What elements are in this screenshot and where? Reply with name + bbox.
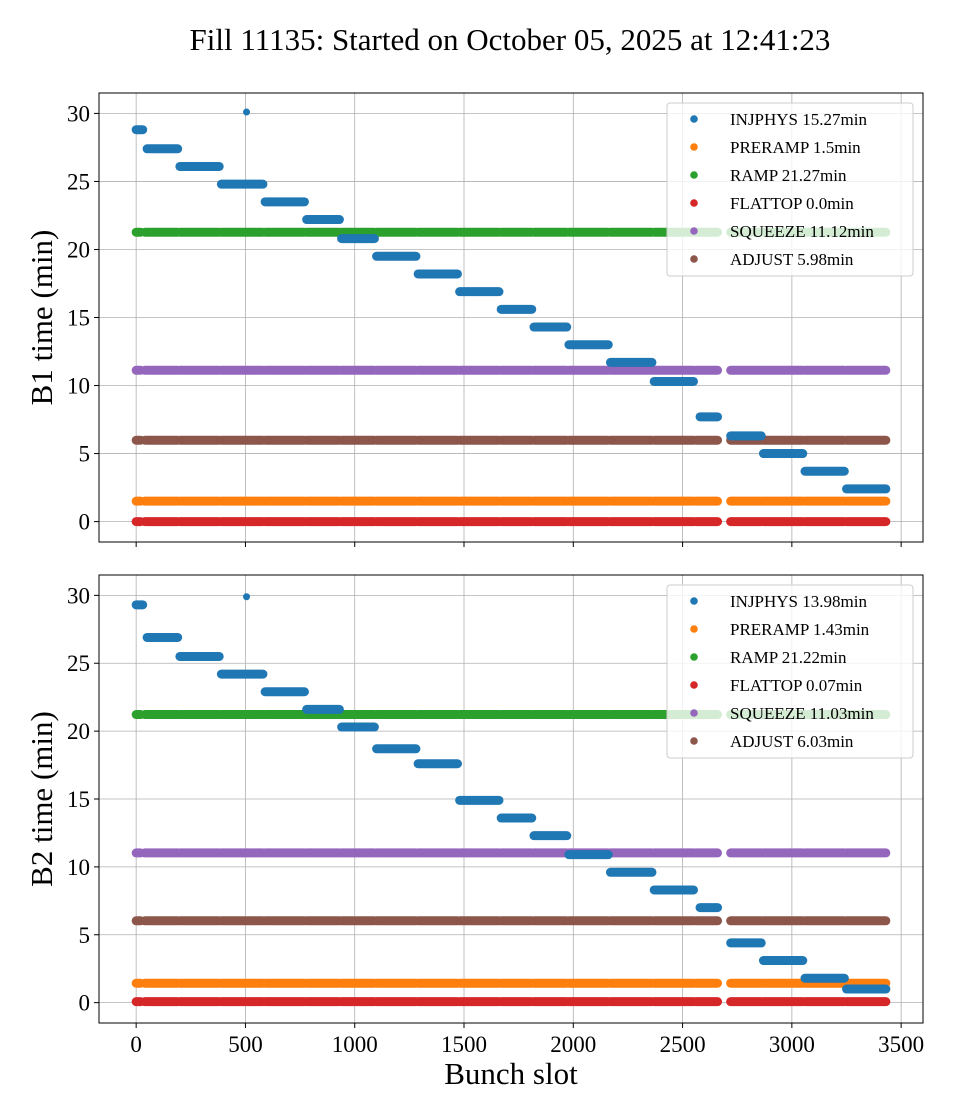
y-tick-label: 0 [79, 510, 91, 535]
x-tick-label: 3500 [878, 1032, 924, 1057]
legend-label: ADJUST 5.98min [730, 250, 854, 269]
panel-b2: 0 500 1000 1500 2000 2500 3000 3500 0 5 10 15 20 25 30… [24, 574, 924, 1057]
legend-marker [690, 255, 698, 263]
x-axis-label: Bunch slot [444, 1056, 578, 1091]
panel-b1: 0 5 10 15 20 25 30 B1 time (min) INJPHYS 15.27mi… [24, 92, 924, 547]
x-tick-label: 2000 [550, 1032, 596, 1057]
y-tick-label: 15 [67, 306, 90, 331]
legend-marker [690, 625, 698, 633]
legend-label: INJPHYS 13.98min [730, 592, 867, 611]
legend-marker [690, 227, 698, 235]
legend-label: RAMP 21.27min [730, 166, 847, 185]
figure-title: Fill 11135: Started on October 05, 2025 … [189, 22, 831, 57]
legend-marker [690, 653, 698, 661]
series-injphys-point [243, 108, 251, 116]
y-tick-label: 30 [67, 583, 90, 608]
legend-label: PRERAMP 1.5min [730, 138, 861, 157]
y-tick-label: 25 [67, 169, 90, 194]
legend-label: FLATTOP 0.07min [730, 676, 863, 695]
y-tick-label: 20 [67, 719, 90, 744]
y-tick-label: 10 [67, 374, 90, 399]
y-tick-label: 20 [67, 237, 90, 262]
legend-label: ADJUST 6.03min [730, 732, 854, 751]
y-tick-label: 25 [67, 651, 90, 676]
x-tick-label: 1000 [332, 1032, 378, 1057]
legend-box [666, 584, 914, 759]
y-axis-label: B1 time (min) [24, 230, 59, 406]
legend-label: RAMP 21.22min [730, 648, 847, 667]
y-tick-label: 10 [67, 855, 90, 880]
legend-label: PRERAMP 1.43min [730, 620, 870, 639]
series-injphys-point [243, 593, 251, 601]
legend-label: SQUEEZE 11.03min [730, 704, 874, 723]
legend-marker [690, 709, 698, 717]
y-axis-label: B2 time (min) [24, 711, 59, 887]
legend-marker [690, 597, 698, 605]
x-tick-label: 0 [130, 1032, 142, 1057]
x-tick-label: 1500 [441, 1032, 487, 1057]
x-tick-label: 2500 [660, 1032, 706, 1057]
y-tick-label: 5 [79, 923, 91, 948]
y-tick-label: 0 [79, 991, 91, 1016]
y-tick-label: 30 [67, 101, 90, 126]
x-tick-label: 500 [228, 1032, 263, 1057]
legend-marker [690, 199, 698, 207]
legend-marker [690, 171, 698, 179]
legend-marker [690, 143, 698, 151]
x-tick-label: 3000 [769, 1032, 815, 1057]
y-tick-label: 15 [67, 787, 90, 812]
legend-label: INJPHYS 15.27min [730, 110, 867, 129]
legend-marker [690, 115, 698, 123]
legend-marker [690, 737, 698, 745]
legend-box [666, 102, 914, 277]
legend-label: FLATTOP 0.0min [730, 194, 854, 213]
legend-marker [690, 681, 698, 689]
legend-label: SQUEEZE 11.12min [730, 222, 874, 241]
y-tick-label: 5 [79, 442, 91, 467]
